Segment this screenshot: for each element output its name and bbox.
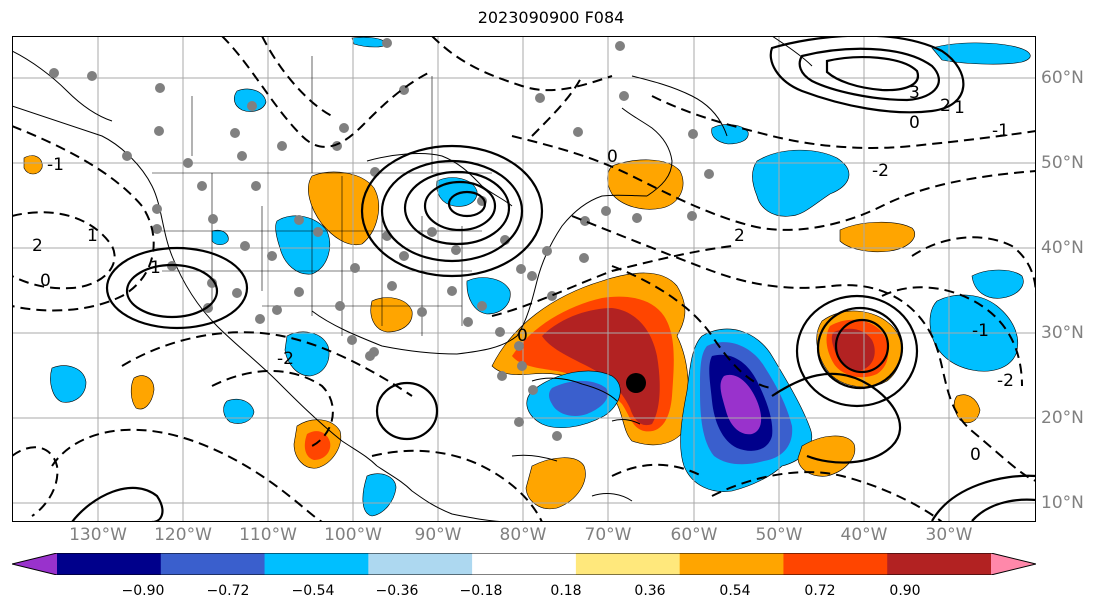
contour-label: 0 bbox=[517, 326, 528, 346]
negative-anomaly-region bbox=[720, 374, 762, 435]
colorbar-segment bbox=[783, 553, 888, 575]
positive-anomaly-region bbox=[130, 375, 155, 410]
colorbar-tick-label: −0.36 bbox=[375, 583, 419, 599]
contour-label: -1 bbox=[992, 121, 1009, 141]
colorbar-tick-label: −0.72 bbox=[206, 583, 250, 599]
negative-anomaly-region bbox=[275, 215, 331, 275]
map-svg: 3 2 1 0 -1 -2 0 2 1 -1 0 -2 2 -1 0 1 0 -… bbox=[12, 36, 1036, 522]
graticule bbox=[12, 36, 1036, 522]
colorbar-tick-label: 0.72 bbox=[804, 583, 836, 599]
negative-anomaly-region bbox=[50, 365, 87, 403]
colorbar-tick-label: −0.18 bbox=[459, 583, 503, 599]
contour-label: 0 bbox=[970, 445, 981, 465]
map-panel: 3 2 1 0 -1 -2 0 2 1 -1 0 -2 2 -1 0 1 0 -… bbox=[12, 36, 1036, 522]
negative-anomaly-region bbox=[362, 473, 397, 517]
map-frame bbox=[12, 36, 1036, 522]
colorbar bbox=[11, 552, 1037, 576]
lon-label: 50°W bbox=[755, 525, 803, 545]
lon-label: 100°W bbox=[324, 525, 382, 545]
contour-lines bbox=[71, 36, 1036, 522]
colorbar-segment bbox=[264, 553, 369, 575]
lat-label: 50°N bbox=[1041, 153, 1084, 173]
positive-anomaly-region bbox=[839, 221, 916, 253]
negative-anomaly-region bbox=[549, 380, 608, 416]
colorbar-segment bbox=[575, 553, 681, 575]
negative-anomaly-region bbox=[223, 398, 255, 424]
anomaly-fill-layer bbox=[23, 36, 1031, 517]
negative-anomaly-region bbox=[211, 229, 229, 246]
lat-label: 60°N bbox=[1041, 68, 1084, 88]
positive-anomaly-region bbox=[525, 457, 586, 510]
colorbar-segment bbox=[472, 553, 577, 575]
colorbar-segment bbox=[160, 553, 266, 575]
lon-label: 120°W bbox=[154, 525, 212, 545]
lon-label: 110°W bbox=[239, 525, 297, 545]
colorbar-tick-label: 0.54 bbox=[719, 583, 751, 599]
contour-label: 0 bbox=[909, 113, 920, 133]
map-title: 2023090900 F084 bbox=[477, 8, 625, 27]
colorbar-tick-label: −0.90 bbox=[121, 583, 165, 599]
lat-label: 30°N bbox=[1041, 323, 1084, 343]
negative-anomaly-region bbox=[752, 149, 850, 217]
positive-anomaly-region bbox=[953, 394, 981, 423]
contour-label: 3 bbox=[909, 83, 920, 103]
coastlines bbox=[12, 36, 813, 522]
lon-label: 70°W bbox=[584, 525, 632, 545]
positive-anomaly-region bbox=[542, 308, 660, 426]
colorbar-extend-high bbox=[991, 553, 1036, 575]
contour-label: 0 bbox=[40, 271, 51, 291]
storm-center-marker bbox=[626, 373, 646, 393]
contour-label: 1 bbox=[954, 98, 965, 118]
contour-label: 2 bbox=[940, 96, 951, 116]
colorbar-segment bbox=[368, 553, 473, 575]
negative-anomaly-region bbox=[351, 36, 388, 48]
negative-anomaly-region bbox=[971, 269, 1024, 299]
negative-anomaly-region bbox=[711, 124, 749, 145]
positive-anomaly-region bbox=[797, 435, 856, 477]
contour-label: 2 bbox=[734, 226, 745, 246]
contour-label: -2 bbox=[277, 349, 294, 369]
contour-label: 0 bbox=[607, 147, 618, 167]
contour-label: -1 bbox=[47, 155, 64, 175]
colorbar-segment bbox=[57, 553, 162, 575]
positive-anomaly-region bbox=[304, 431, 331, 460]
lat-label: 10°N bbox=[1041, 493, 1084, 513]
colorbar-extend-low bbox=[12, 553, 57, 575]
contour-label: -1 bbox=[972, 321, 989, 341]
negative-anomaly-region bbox=[466, 277, 511, 315]
contour-label: -2 bbox=[997, 371, 1014, 391]
station-markers bbox=[49, 38, 714, 441]
contour-label: 2 bbox=[32, 236, 43, 256]
colorbar-tick-label: 0.90 bbox=[889, 583, 921, 599]
lon-label: 40°W bbox=[840, 525, 888, 545]
colorbar-tick-label: 0.18 bbox=[550, 583, 582, 599]
colorbar-segment bbox=[887, 553, 992, 575]
contour-labels: 3 2 1 0 -1 -2 0 2 1 -1 0 -2 2 -1 0 1 0 -… bbox=[32, 83, 1014, 465]
positive-anomaly-region bbox=[23, 155, 43, 175]
positive-anomaly-region bbox=[370, 297, 413, 333]
lat-label: 40°N bbox=[1041, 238, 1084, 258]
contour-lines-dashed bbox=[12, 36, 1036, 522]
colorbar-segment bbox=[679, 553, 784, 575]
lon-label: 60°W bbox=[670, 525, 718, 545]
positive-anomaly-region bbox=[308, 171, 379, 246]
contour-label: 1 bbox=[150, 258, 161, 278]
lon-label: 130°W bbox=[69, 525, 127, 545]
lon-label: 90°W bbox=[414, 525, 462, 545]
lat-label: 20°N bbox=[1041, 408, 1084, 428]
lon-label: 80°W bbox=[499, 525, 547, 545]
contour-label: 1 bbox=[87, 226, 98, 246]
lon-label: 30°W bbox=[925, 525, 973, 545]
negative-anomaly-region bbox=[233, 88, 267, 112]
colorbar-tick-label: 0.36 bbox=[634, 583, 666, 599]
contour-label: -2 bbox=[872, 161, 889, 181]
colorbar-svg bbox=[11, 552, 1037, 576]
negative-anomaly-region bbox=[931, 42, 1031, 65]
colorbar-tick-label: −0.54 bbox=[291, 583, 335, 599]
